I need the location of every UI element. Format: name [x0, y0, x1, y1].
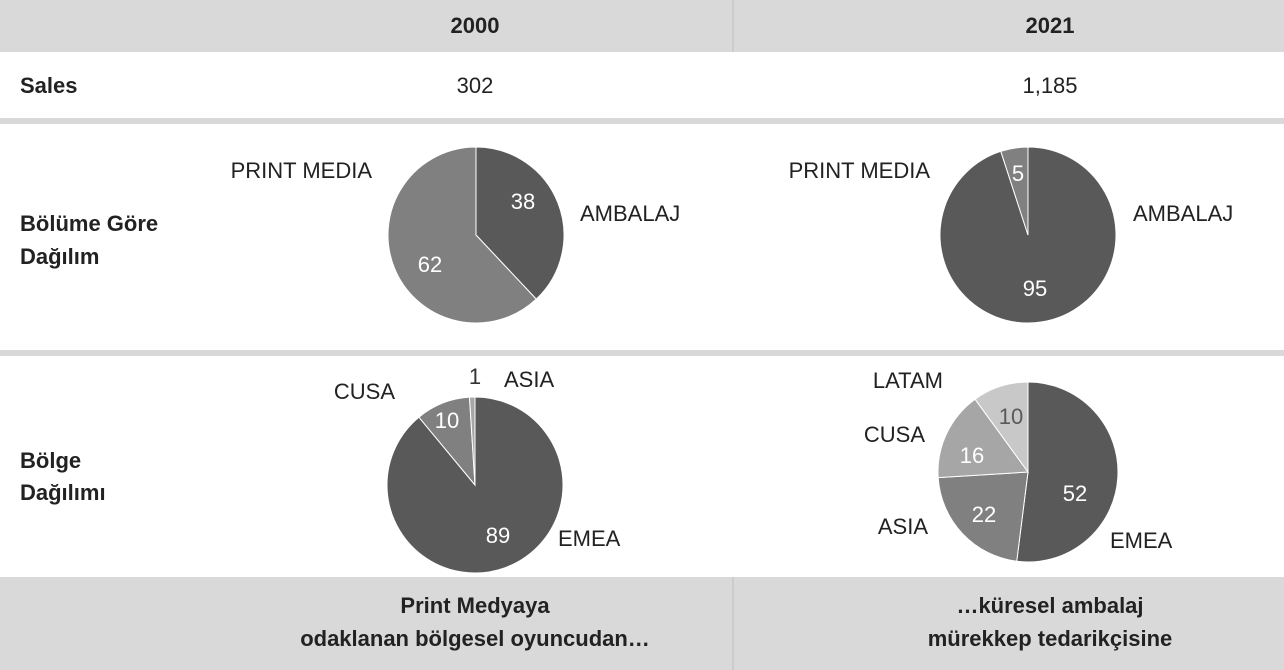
separator [0, 350, 1284, 356]
footer-text: …küresel ambalaj [956, 593, 1143, 618]
footer-text: odaklanan bölgesel oyuncudan… [300, 626, 650, 651]
pie-slice [937, 398, 1029, 479]
value-label: 52 [1063, 481, 1087, 506]
pie-slice [1016, 381, 1119, 563]
row-label: Dağılımı [20, 480, 106, 505]
cell: 1,185 [1022, 73, 1077, 98]
slice-label: LATAM [873, 368, 943, 393]
row-label: Dağılım [20, 244, 99, 269]
slice-label: EMEA [558, 526, 621, 551]
value-label: 5 [1012, 161, 1024, 186]
pie-slice [1000, 146, 1029, 236]
row-label: Bölge [20, 448, 81, 473]
pie-slice [386, 396, 564, 574]
value-label: 22 [972, 502, 996, 527]
slice-label: EMEA [1110, 528, 1173, 553]
footer-text: mürekkep tedarikçisine [928, 626, 1173, 651]
footer-text: Print Medyaya [400, 593, 550, 618]
value-label: 89 [486, 523, 510, 548]
value-label: 10 [435, 408, 459, 433]
pie-slice [974, 381, 1029, 474]
slice-label: ASIA [878, 514, 928, 539]
slice-label: ASIA [504, 367, 554, 392]
row-label: Sales [20, 73, 78, 98]
footer-band [0, 577, 1284, 670]
header-band [0, 0, 1284, 52]
slice-label: CUSA [334, 379, 395, 404]
value-label: 95 [1023, 276, 1047, 301]
pie-slice [475, 146, 565, 300]
separator [0, 118, 1284, 124]
slice-label: CUSA [864, 422, 925, 447]
pie-slice [387, 146, 537, 324]
cell: 302 [457, 73, 494, 98]
value-label: 38 [511, 189, 535, 214]
value-label: 16 [960, 443, 984, 468]
column-header: 2021 [1026, 13, 1075, 38]
row-label: Bölüme Göre [20, 211, 158, 236]
value-label: 62 [418, 252, 442, 277]
column-header: 2000 [451, 13, 500, 38]
value-label: 1 [469, 364, 481, 389]
pie-slice [937, 471, 1029, 562]
value-label: 10 [999, 404, 1023, 429]
slice-label: PRINT MEDIA [231, 158, 373, 183]
pie-slice [468, 396, 476, 486]
slice-label: PRINT MEDIA [789, 158, 931, 183]
slice-label: AMBALAJ [1133, 201, 1233, 226]
slice-label: AMBALAJ [580, 201, 680, 226]
